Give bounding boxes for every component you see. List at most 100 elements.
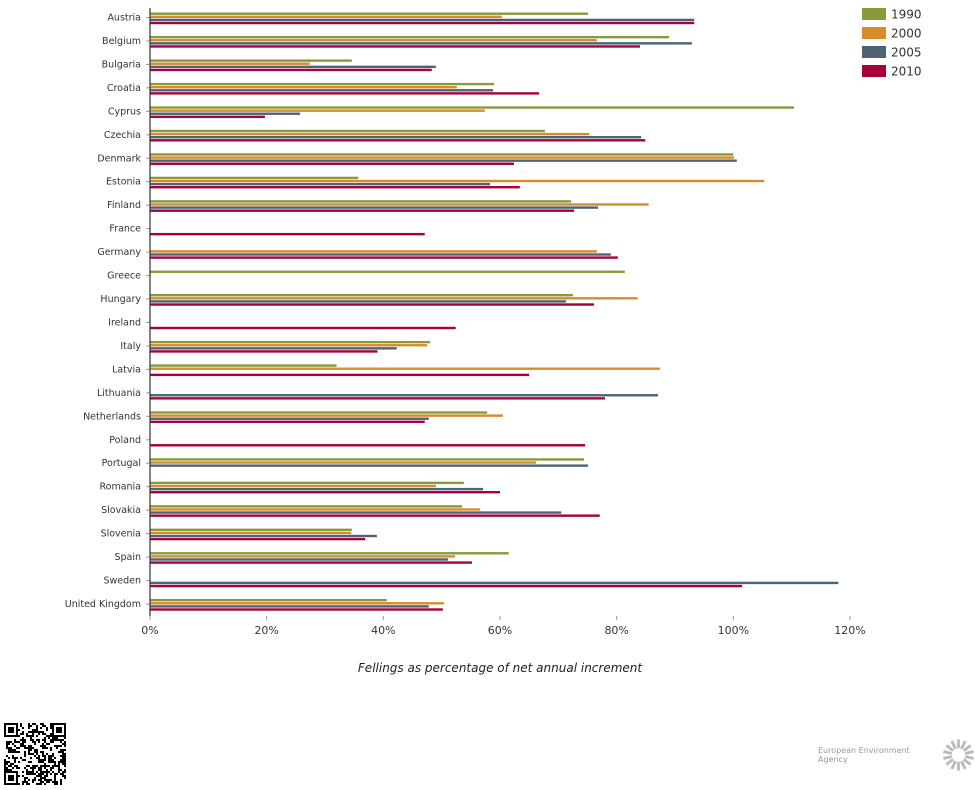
category-label: Italy — [120, 341, 141, 352]
category-label: Denmark — [97, 153, 141, 164]
category-label: Bulgaria — [102, 59, 141, 70]
category-label: Croatia — [107, 83, 141, 94]
bar-2010 — [150, 608, 443, 611]
bar-2010 — [150, 537, 366, 541]
legend-swatch-2010 — [862, 65, 886, 77]
x-tick-label: 60% — [488, 624, 512, 637]
bar-2005 — [150, 394, 659, 397]
bar-2000 — [150, 367, 660, 370]
category-label: Hungary — [100, 294, 141, 305]
bar-2000 — [150, 555, 456, 558]
legend-swatch-2000 — [862, 27, 886, 39]
legend-label-2005: 2005 — [891, 46, 922, 60]
category-label: Belgium — [102, 36, 141, 47]
bar-2010 — [150, 420, 425, 424]
bar-2010 — [150, 397, 605, 400]
bar-2010 — [150, 584, 743, 588]
bar-1990 — [150, 82, 495, 86]
category-label: Portugal — [102, 458, 141, 469]
bar-2005 — [150, 206, 598, 209]
bar-2005 — [150, 42, 692, 45]
bar-1990 — [150, 200, 572, 203]
category-label: Czechia — [104, 130, 141, 141]
bar-2010 — [150, 373, 530, 377]
x-tick-label: 100% — [718, 624, 749, 637]
category-label: Finland — [107, 200, 141, 211]
bar-2010 — [150, 256, 618, 259]
legend-swatch-1990 — [862, 8, 886, 20]
bar-1990 — [150, 481, 464, 485]
bar-2000 — [150, 109, 485, 112]
bar-1990 — [150, 505, 463, 508]
bar-2010 — [150, 350, 378, 353]
category-label: Greece — [107, 271, 141, 282]
bar-2010 — [150, 232, 425, 236]
bar-1990 — [150, 294, 573, 297]
bar-2000 — [150, 531, 352, 535]
category-label: Spain — [114, 552, 141, 563]
bar-2000 — [150, 484, 436, 488]
bar-2010 — [150, 326, 456, 330]
bar-2000 — [150, 15, 502, 18]
bar-2000 — [150, 39, 597, 42]
category-label: Austria — [107, 13, 141, 24]
x-tick-label: 40% — [371, 624, 395, 637]
bar-1990 — [150, 59, 352, 62]
category-label: Lithuania — [97, 388, 141, 399]
bar-2005 — [150, 487, 484, 491]
eea-logo: European Environment Agency — [818, 738, 975, 772]
bar-2000 — [150, 297, 638, 300]
bar-2000 — [150, 85, 457, 89]
bar-2005 — [150, 417, 429, 420]
legend-label-2000: 2000 — [891, 27, 922, 41]
bar-2005 — [150, 511, 562, 514]
bar-2005 — [150, 464, 589, 467]
bar-1990 — [150, 12, 589, 15]
x-axis-title: Fellings as percentage of net annual inc… — [358, 661, 643, 675]
bar-chart: Austria Belgium Bulgaria Croatia Cyprus Czech… — [65, 8, 922, 676]
x-tick-label: 80% — [604, 624, 628, 637]
category-label: France — [109, 224, 141, 235]
bar-2000 — [150, 132, 590, 136]
bar-2005 — [150, 534, 377, 538]
bar-2000 — [150, 203, 649, 206]
bar-1990 — [150, 411, 488, 414]
bar-2000 — [150, 62, 310, 65]
bar-2000 — [150, 344, 428, 347]
category-label: Romania — [99, 482, 141, 493]
category-label: Estonia — [106, 177, 141, 188]
qr-code — [4, 723, 66, 785]
bar-2000 — [150, 250, 597, 253]
legend-label-1990: 1990 — [891, 8, 922, 22]
bar-2005 — [150, 182, 491, 186]
bar-1990 — [150, 458, 584, 461]
bar-2005 — [150, 112, 300, 115]
eea-sun-icon — [943, 739, 974, 771]
bar-2005 — [150, 89, 493, 92]
bar-1990 — [150, 153, 734, 156]
bar-2000 — [150, 414, 503, 417]
bar-1990 — [150, 35, 670, 39]
category-label: United Kingdom — [65, 599, 141, 610]
bar-1990 — [150, 599, 387, 602]
bar-2010 — [150, 561, 472, 564]
bar-2000 — [150, 179, 765, 183]
x-tick-label: 20% — [254, 624, 278, 637]
bar-2010 — [150, 303, 594, 306]
category-label: Poland — [109, 435, 141, 446]
agency-name: European Environment Agency — [818, 746, 910, 764]
category-label: Germany — [97, 247, 141, 258]
x-tick-label: 120% — [834, 624, 865, 637]
bar-2005 — [150, 605, 429, 608]
bar-2005 — [150, 18, 695, 22]
bar-2010 — [150, 186, 520, 189]
bar-2000 — [150, 461, 537, 464]
legend-swatch-2005 — [862, 46, 886, 58]
bar-1990 — [150, 129, 545, 133]
bar-2010 — [150, 115, 265, 119]
bar-2010 — [150, 139, 646, 142]
category-label: Slovenia — [101, 529, 141, 540]
category-label: Cyprus — [108, 106, 141, 117]
bar-2000 — [150, 508, 481, 511]
